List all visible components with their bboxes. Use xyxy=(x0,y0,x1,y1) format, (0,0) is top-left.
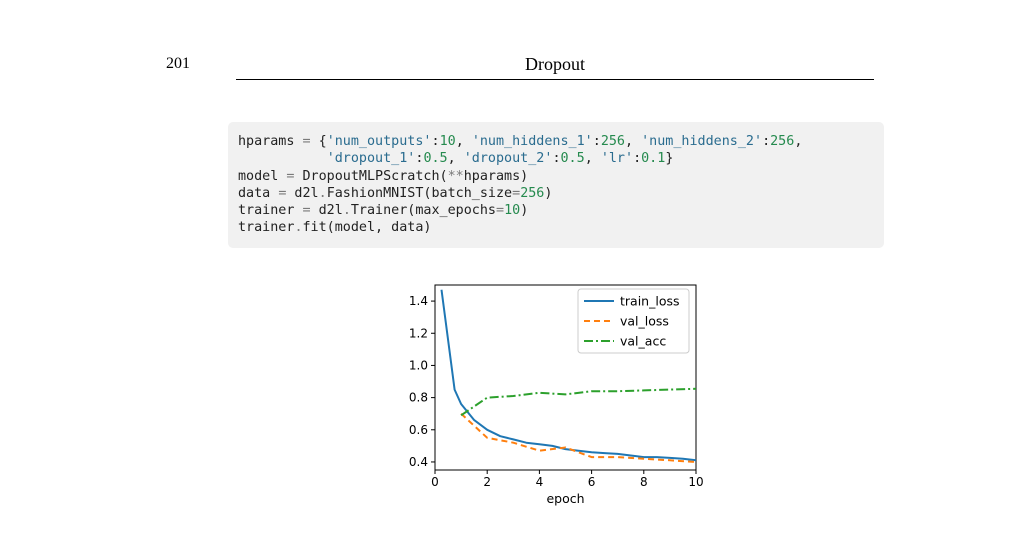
code-token: . xyxy=(294,220,303,236)
code-token: = xyxy=(286,168,295,184)
code-token xyxy=(238,151,327,166)
x-tick-label: 10 xyxy=(688,475,703,489)
chart-series xyxy=(440,289,697,463)
x-tick-label: 4 xyxy=(536,475,544,489)
code-token: fit(model, data) xyxy=(302,220,432,236)
page-title: Dropout xyxy=(525,54,585,74)
code-token: data xyxy=(238,185,279,201)
code-token: ) xyxy=(520,203,529,219)
code-token: hparams xyxy=(238,134,303,149)
y-tick-label: 0.6 xyxy=(409,423,428,437)
code-line: model = DropoutMLPScratch(**hparams) xyxy=(238,168,884,185)
code-token: : xyxy=(762,134,771,149)
code-token: , xyxy=(584,151,601,167)
code-line: trainer = d2l.Trainer(max_epochs=10) xyxy=(238,202,884,219)
code-token: 'num_outputs' xyxy=(326,134,432,149)
page-number: 201 xyxy=(166,55,190,72)
code-token: Trainer(max_epochs xyxy=(350,203,496,219)
code-token: : xyxy=(633,151,642,167)
code-token: } xyxy=(665,151,674,167)
code-token: = xyxy=(512,185,521,201)
series-line-train-loss xyxy=(440,289,697,462)
x-tick-label: 0 xyxy=(431,475,439,489)
code-token: FashionMNIST(batch_size xyxy=(326,185,513,201)
code-token: , xyxy=(455,134,472,149)
y-tick-label: 0.8 xyxy=(409,391,428,405)
code-token: trainer xyxy=(238,220,295,236)
code-token: ** xyxy=(447,168,464,184)
code-token: 0.5 xyxy=(560,151,585,167)
code-token: model xyxy=(238,168,287,184)
code-token: 'num_hiddens_1' xyxy=(471,134,593,149)
code-token: = xyxy=(302,134,311,149)
code-token: 'dropout_2' xyxy=(463,151,553,167)
code-line: data = d2l.FashionMNIST(batch_size=256) xyxy=(238,185,884,202)
code-token: trainer xyxy=(238,203,303,219)
code-token: = xyxy=(278,185,287,201)
series-line-val-loss xyxy=(460,412,697,463)
code-token: 256 xyxy=(520,185,545,201)
code-token: = xyxy=(496,203,505,219)
code-token: hparams) xyxy=(463,168,529,184)
code-token: 10 xyxy=(504,203,521,219)
y-tick-label: 1.2 xyxy=(409,326,428,340)
y-tick-label: 0.4 xyxy=(409,455,428,469)
code-token: 10 xyxy=(439,134,456,149)
x-tick-label: 2 xyxy=(483,475,491,489)
code-token: 'dropout_1' xyxy=(326,151,416,167)
code-token: DropoutMLPScratch( xyxy=(294,168,448,184)
code-line: hparams = {'num_outputs':10, 'num_hidden… xyxy=(238,133,884,150)
code-token: : xyxy=(592,134,601,149)
legend-label: train_loss xyxy=(620,294,680,309)
plot-frame xyxy=(434,284,697,471)
y-tick-label: 1.0 xyxy=(409,358,428,372)
x-tick-label: 6 xyxy=(588,475,596,489)
code-token: , xyxy=(794,134,803,149)
y-tick-label: 1.4 xyxy=(409,294,428,308)
code-token: : xyxy=(431,134,440,149)
line-chart: 0 2 4 6 8 10 0.4 0.6 0.8 1.0 1.2 1.4 epoch train_los… xyxy=(409,284,704,506)
code-token: , xyxy=(625,134,642,149)
code-line: trainer.fit(model, data) xyxy=(238,219,884,236)
code-token: { xyxy=(310,134,327,149)
code-token: = xyxy=(302,203,311,219)
legend-box xyxy=(577,288,690,354)
code-token: ) xyxy=(544,185,553,201)
code-token: : xyxy=(415,151,424,167)
x-tick-label: 8 xyxy=(640,475,648,489)
code-token: . xyxy=(342,203,351,219)
code-line: 'dropout_1':0.5, 'dropout_2':0.5, 'lr':0… xyxy=(238,150,884,167)
legend-label: val_acc xyxy=(620,334,666,349)
code-token: : xyxy=(552,151,561,167)
legend-label: val_loss xyxy=(620,314,669,329)
code-token: d2l xyxy=(286,185,319,201)
code-block: hparams = {'num_outputs':10, 'num_hidden… xyxy=(228,122,884,248)
code-token: , xyxy=(447,151,464,167)
code-token: 256 xyxy=(600,134,625,149)
series-line-val-acc xyxy=(460,387,697,417)
chart-axes: 0 2 4 6 8 10 0.4 0.6 0.8 1.0 1.2 1.4 epoch xyxy=(409,284,704,506)
code-token: 256 xyxy=(770,134,795,149)
chart-legend: train_loss val_loss val_acc xyxy=(577,288,690,354)
x-axis-label: epoch xyxy=(546,491,584,506)
code-token: d2l xyxy=(310,203,343,219)
code-token: . xyxy=(318,185,327,201)
code-token: 'num_hiddens_2' xyxy=(641,134,763,149)
code-token: 0.5 xyxy=(423,151,448,167)
header-rule xyxy=(236,79,874,80)
code-token: 0.1 xyxy=(641,151,666,167)
code-token: 'lr' xyxy=(600,151,634,167)
